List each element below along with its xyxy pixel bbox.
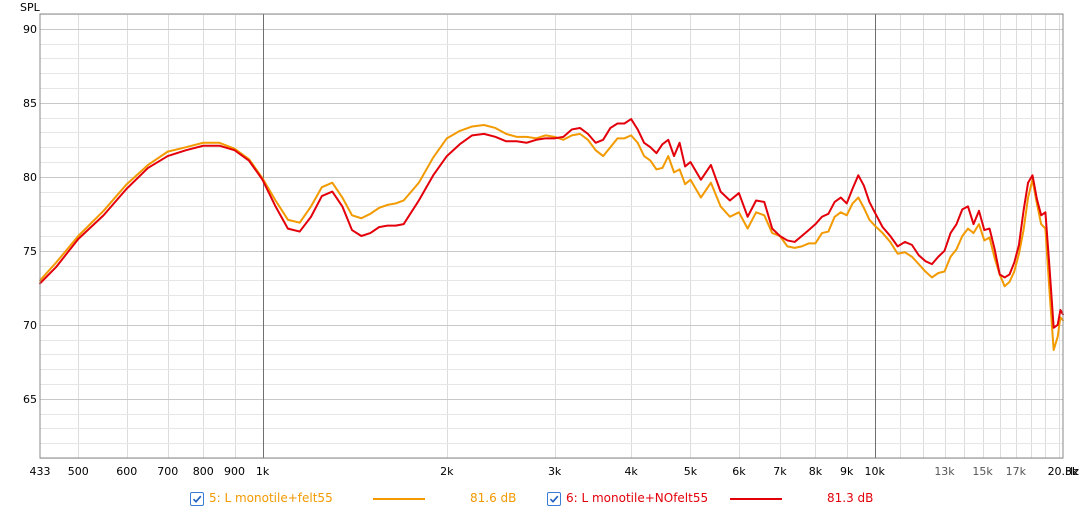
x-tick-label: 7k xyxy=(773,465,787,478)
y-axis-label: SPL xyxy=(20,1,41,14)
legend: 5: L monotile+felt55 81.6 dB 6: L monoti… xyxy=(0,490,1084,510)
plot-frame xyxy=(39,13,1064,459)
x-tick-label: 900 xyxy=(224,465,245,478)
series-1-name: 5: L monotile+felt55 xyxy=(209,491,333,505)
y-tick-label: 85 xyxy=(23,97,37,110)
x-tick-label: 8k xyxy=(809,465,823,478)
y-tick-label: 70 xyxy=(23,319,37,332)
series-2-swatch xyxy=(730,498,782,500)
check-icon xyxy=(549,495,559,503)
y-tick-labels: 65 70 75 80 85 90 xyxy=(23,23,37,406)
y-tick-label: 80 xyxy=(23,171,37,184)
y-tick-label: 75 xyxy=(23,245,37,258)
series-line-1 xyxy=(39,124,1064,351)
x-tick-label: 800 xyxy=(193,465,214,478)
x-tick-label: 15k xyxy=(972,465,993,478)
x-tick-label: 20.3k xyxy=(1048,465,1079,478)
x-axis-unit-label: Hz xyxy=(1065,465,1079,478)
check-icon xyxy=(192,495,202,503)
series-lines xyxy=(39,118,1064,351)
x-tick-label: 5k xyxy=(684,465,698,478)
series-1-swatch xyxy=(373,498,425,500)
x-tick-label: 17k xyxy=(1006,465,1027,478)
major-gridlines xyxy=(263,14,876,458)
x-tick-label: 600 xyxy=(116,465,137,478)
y-tick-label: 65 xyxy=(23,393,37,406)
series-2-name: 6: L monotile+NOfelt55 xyxy=(566,491,709,505)
x-tick-label: 433 xyxy=(30,465,51,478)
x-tick-label: 3k xyxy=(548,465,562,478)
x-tick-labels: 433 500 600 700 800 900 1k 2k 3k 4k 5k 6k 7k 8k 9k 10k 1… xyxy=(30,465,1080,478)
x-tick-label: 6k xyxy=(732,465,746,478)
series-2-checkbox[interactable] xyxy=(547,492,561,506)
series-1-average: 81.6 dB xyxy=(470,491,517,505)
minor-gridlines xyxy=(40,14,1063,459)
x-tick-label: 700 xyxy=(157,465,178,478)
x-tick-label: 4k xyxy=(624,465,638,478)
series-1-checkbox[interactable] xyxy=(190,492,204,506)
frequency-response-chart: SPL 65 70 75 80 85 90 433 500 600 700 800 900 1k 2k 3… xyxy=(20,1,1080,478)
x-tick-label: 2k xyxy=(440,465,454,478)
x-tick-label: 500 xyxy=(68,465,89,478)
series-line-2 xyxy=(39,118,1064,329)
y-tick-label: 90 xyxy=(23,23,37,36)
x-tick-label: 13k xyxy=(934,465,955,478)
x-tick-label: 9k xyxy=(840,465,854,478)
series-2-average: 81.3 dB xyxy=(827,491,874,505)
x-tick-label: 1k xyxy=(256,465,270,478)
x-tick-label: 10k xyxy=(865,465,886,478)
